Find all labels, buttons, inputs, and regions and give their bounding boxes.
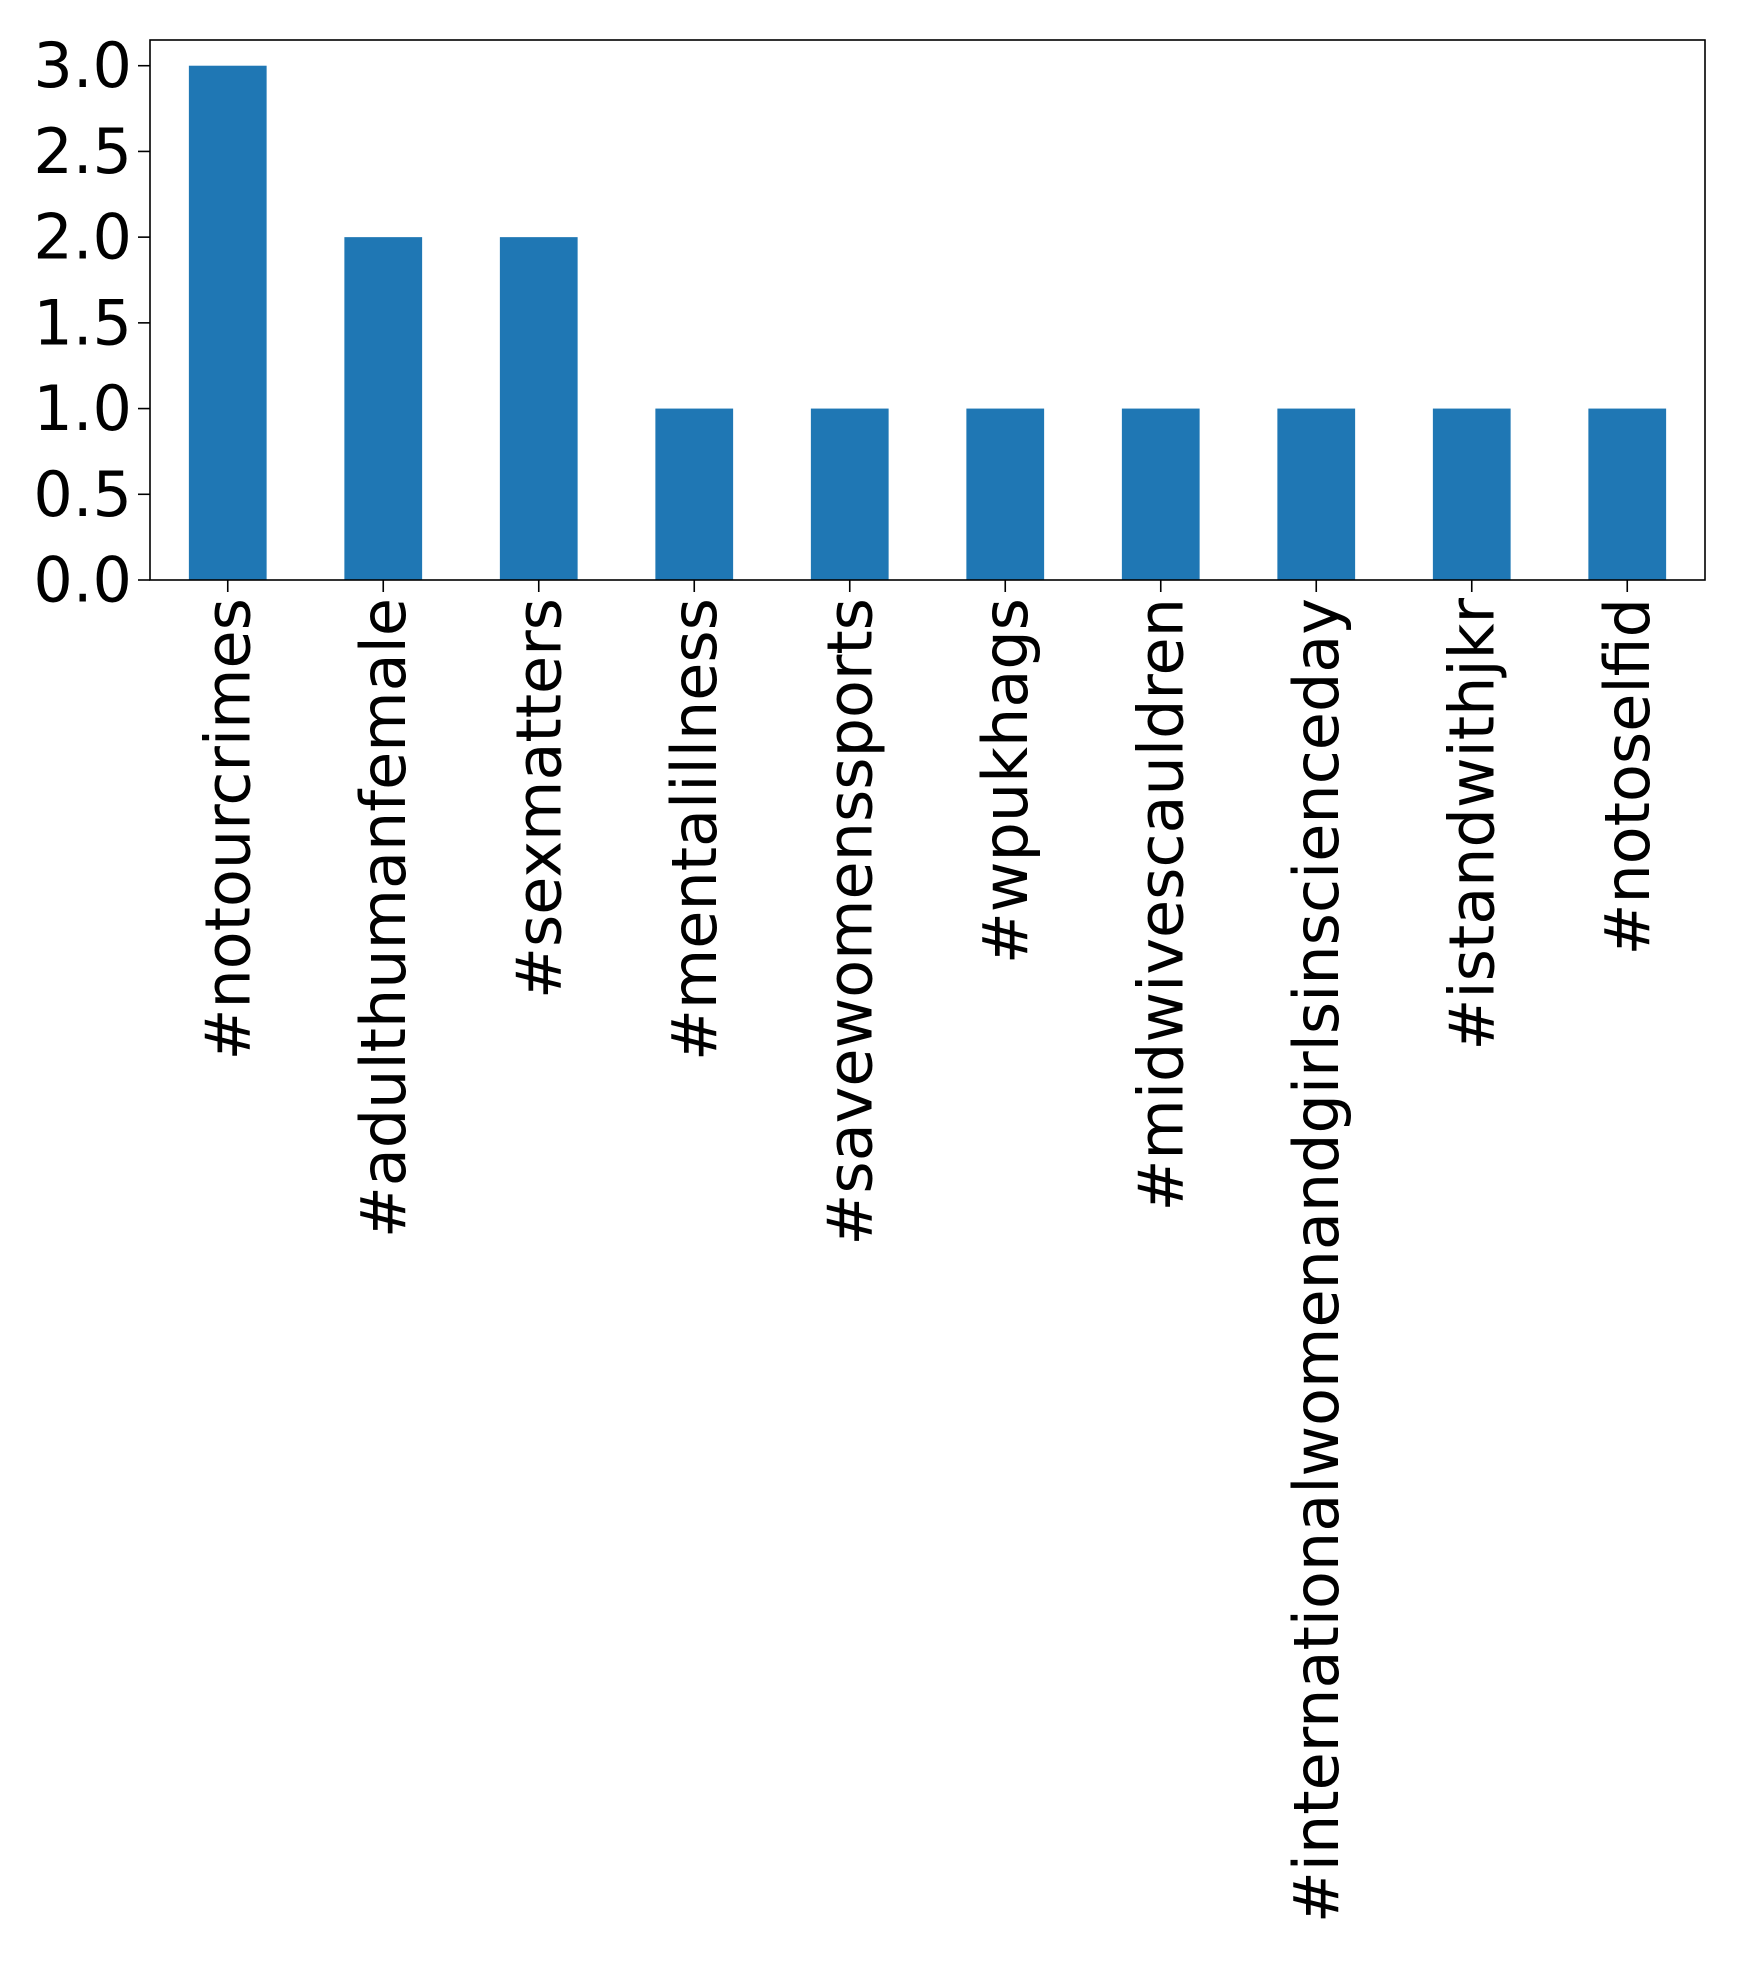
x-tick-label: #notoselfid	[1591, 598, 1664, 956]
plot-frame	[149, 39, 1706, 581]
x-tick-label: #istandwithjkr	[1435, 597, 1508, 1050]
x-tick-label: #wpukhags	[969, 598, 1042, 964]
bar	[966, 408, 1045, 580]
y-tick-label: 2.5	[33, 115, 132, 188]
x-tick-label: #notourcrimes	[191, 598, 264, 1061]
y-tick-label: 1.5	[33, 286, 132, 359]
x-tick-label: #adulthumanfemale	[347, 598, 420, 1238]
bar	[1432, 408, 1511, 580]
x-tick-label: #midwivescauldren	[1124, 598, 1197, 1212]
x-tick-label: #internationalwomenandgirlsinscienceday	[1280, 598, 1353, 1923]
y-tick-label: 0.5	[33, 458, 132, 531]
y-tick-label: 3.0	[33, 29, 132, 102]
x-axis: #notourcrimes #adulthumanfemale #sexmatter…	[191, 580, 1664, 1923]
y-tick-label: 1.0	[33, 372, 132, 445]
x-tick-label: #savewomenssports	[813, 598, 886, 1246]
bars-group	[188, 65, 1667, 580]
bar	[810, 408, 889, 580]
y-tick-label: 0.0	[33, 544, 132, 617]
bar	[1121, 408, 1200, 580]
bar	[1588, 408, 1667, 580]
bar	[1277, 408, 1356, 580]
bar	[188, 65, 267, 580]
x-tick-label: #sexmatters	[502, 598, 575, 999]
bar	[499, 237, 578, 580]
y-tick-label: 2.0	[33, 201, 132, 274]
bar	[655, 408, 734, 580]
bar	[344, 237, 423, 580]
x-tick-label: #mentalillness	[658, 598, 731, 1061]
y-axis: 0.0 0.5 1.0 1.5 2.0 2.5 3.0	[33, 29, 150, 617]
